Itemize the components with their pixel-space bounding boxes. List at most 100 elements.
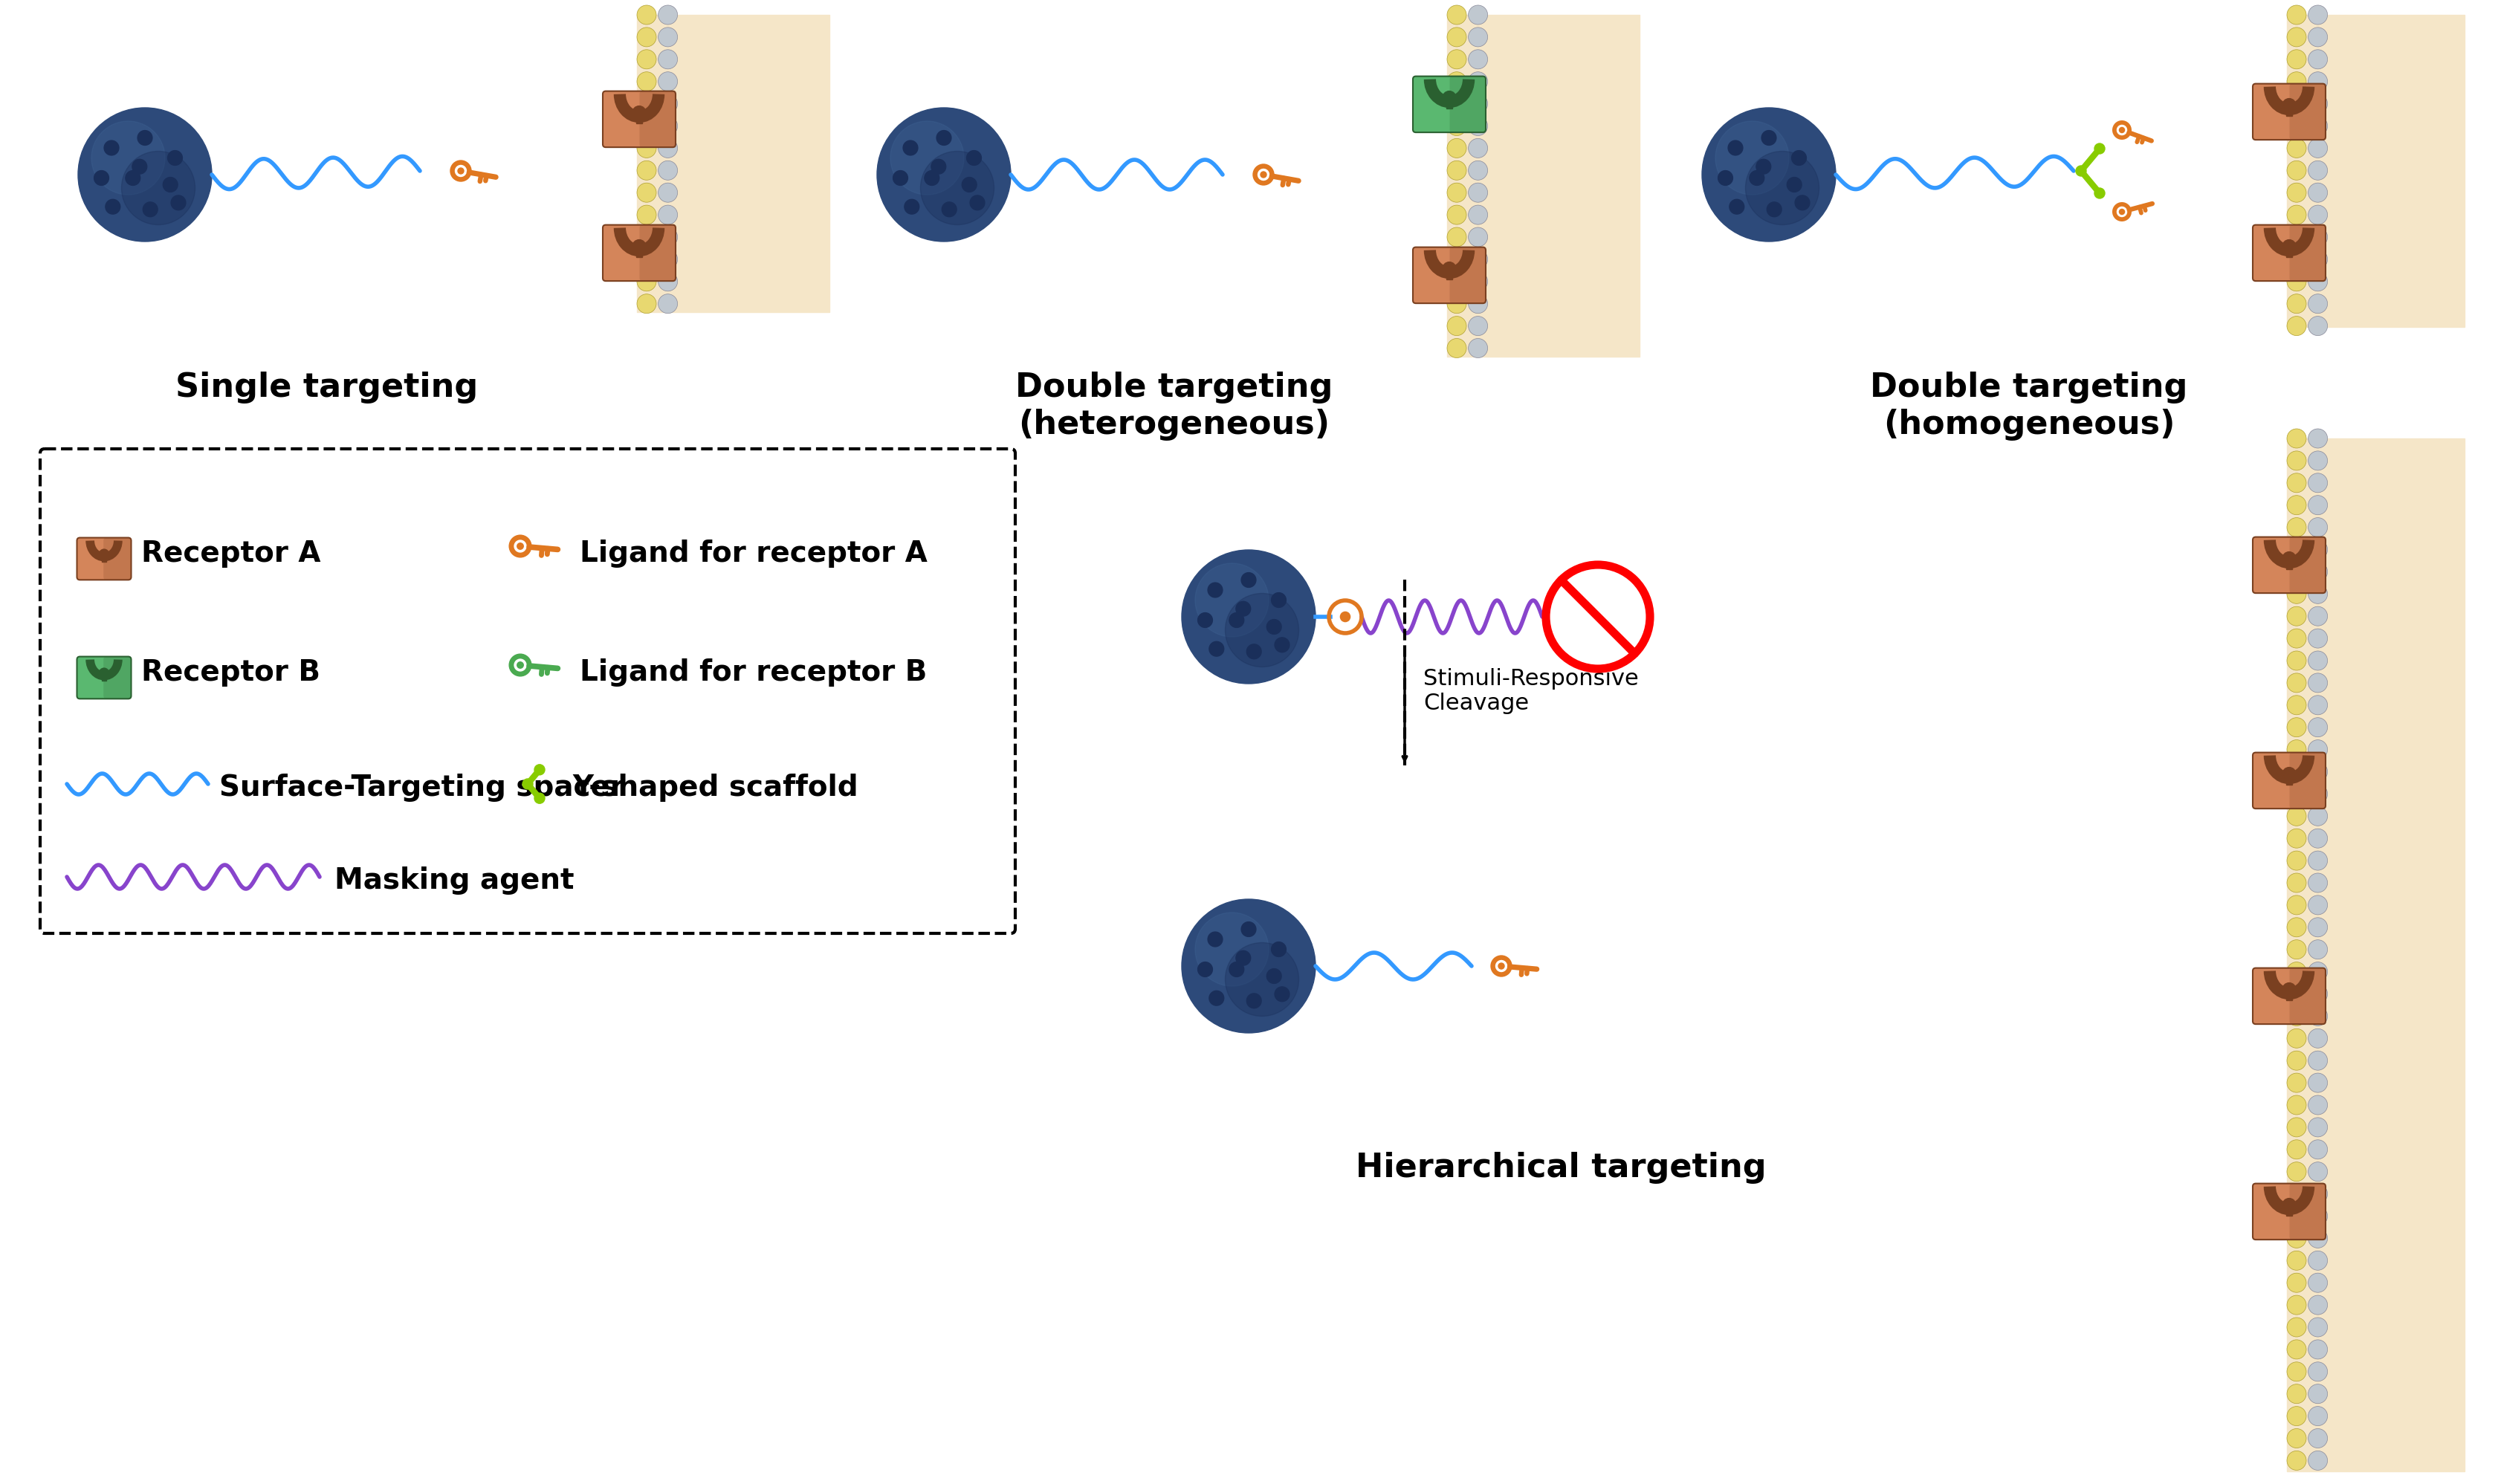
Circle shape <box>2308 674 2328 693</box>
Circle shape <box>1209 583 1222 598</box>
Circle shape <box>2308 1162 2328 1181</box>
Circle shape <box>1469 294 1489 313</box>
Circle shape <box>2288 674 2306 693</box>
Circle shape <box>2288 27 2306 46</box>
Circle shape <box>2288 763 2306 782</box>
Circle shape <box>2288 1340 2306 1359</box>
Circle shape <box>1194 564 1269 637</box>
Circle shape <box>517 662 525 668</box>
Circle shape <box>2288 451 2306 470</box>
Circle shape <box>2288 138 2306 157</box>
Circle shape <box>142 202 157 217</box>
Circle shape <box>2288 939 2306 959</box>
Circle shape <box>1499 963 1504 969</box>
Circle shape <box>2308 138 2328 157</box>
Circle shape <box>919 151 994 224</box>
Text: Masking agent: Masking agent <box>335 867 575 895</box>
Circle shape <box>1729 141 1744 156</box>
FancyBboxPatch shape <box>639 91 674 147</box>
Circle shape <box>894 171 907 186</box>
Circle shape <box>1446 183 1466 202</box>
Circle shape <box>2308 607 2328 626</box>
Circle shape <box>2308 585 2328 604</box>
Circle shape <box>877 108 1012 242</box>
Circle shape <box>1274 987 1289 1002</box>
Circle shape <box>2288 93 2306 113</box>
Circle shape <box>2288 1251 2306 1270</box>
Circle shape <box>2308 116 2328 135</box>
Bar <box>637 15 829 312</box>
FancyBboxPatch shape <box>639 226 674 280</box>
Circle shape <box>2288 607 2306 626</box>
Circle shape <box>2308 984 2328 1003</box>
FancyBboxPatch shape <box>2291 752 2326 809</box>
Circle shape <box>1469 49 1489 68</box>
Circle shape <box>1746 151 1819 224</box>
Circle shape <box>1341 611 1349 622</box>
Circle shape <box>2288 205 2306 224</box>
Circle shape <box>637 160 657 180</box>
Circle shape <box>1469 160 1489 180</box>
Circle shape <box>2308 696 2328 715</box>
Circle shape <box>2308 496 2328 515</box>
Circle shape <box>2288 1184 2306 1204</box>
Circle shape <box>2288 272 2306 291</box>
Circle shape <box>2288 895 2306 914</box>
Circle shape <box>105 199 120 214</box>
Circle shape <box>2308 873 2328 892</box>
Circle shape <box>2288 249 2306 269</box>
Circle shape <box>77 108 212 242</box>
FancyBboxPatch shape <box>1414 76 1486 132</box>
Circle shape <box>1446 6 1466 25</box>
Circle shape <box>2288 1006 2306 1025</box>
Circle shape <box>2288 651 2306 671</box>
Circle shape <box>637 205 657 224</box>
Circle shape <box>1237 951 1251 966</box>
Circle shape <box>2093 144 2106 154</box>
Bar <box>2288 15 2466 326</box>
Circle shape <box>1229 613 1244 628</box>
Circle shape <box>2308 1028 2328 1048</box>
Circle shape <box>2288 473 2306 493</box>
Circle shape <box>2288 806 2306 825</box>
Circle shape <box>2288 562 2306 582</box>
Circle shape <box>657 138 677 157</box>
FancyBboxPatch shape <box>2291 1184 2326 1239</box>
Circle shape <box>2308 160 2328 180</box>
Circle shape <box>2308 962 2328 981</box>
Circle shape <box>2308 316 2328 335</box>
Circle shape <box>2308 895 2328 914</box>
Circle shape <box>522 779 532 789</box>
Circle shape <box>1446 227 1466 246</box>
Circle shape <box>904 141 917 156</box>
Circle shape <box>2308 93 2328 113</box>
Circle shape <box>2308 1273 2328 1293</box>
Bar <box>102 672 105 681</box>
Circle shape <box>637 272 657 291</box>
Circle shape <box>535 792 545 803</box>
Circle shape <box>1729 199 1744 214</box>
Circle shape <box>2288 696 2306 715</box>
Circle shape <box>2288 160 2306 180</box>
Circle shape <box>2288 316 2306 335</box>
Circle shape <box>1469 227 1489 246</box>
Circle shape <box>962 177 977 191</box>
Bar <box>1446 269 1451 280</box>
Circle shape <box>657 294 677 313</box>
FancyBboxPatch shape <box>2291 537 2326 594</box>
Circle shape <box>637 71 657 91</box>
Circle shape <box>1199 962 1212 976</box>
Circle shape <box>2288 629 2306 649</box>
Circle shape <box>637 249 657 269</box>
Circle shape <box>1446 249 1466 269</box>
Circle shape <box>2283 982 2296 996</box>
Circle shape <box>2308 718 2328 738</box>
Circle shape <box>1446 116 1466 135</box>
Circle shape <box>2288 873 2306 892</box>
Circle shape <box>1446 205 1466 224</box>
Circle shape <box>1446 138 1466 157</box>
Circle shape <box>657 272 677 291</box>
Circle shape <box>100 668 110 678</box>
Circle shape <box>1182 551 1316 684</box>
Circle shape <box>932 159 947 174</box>
